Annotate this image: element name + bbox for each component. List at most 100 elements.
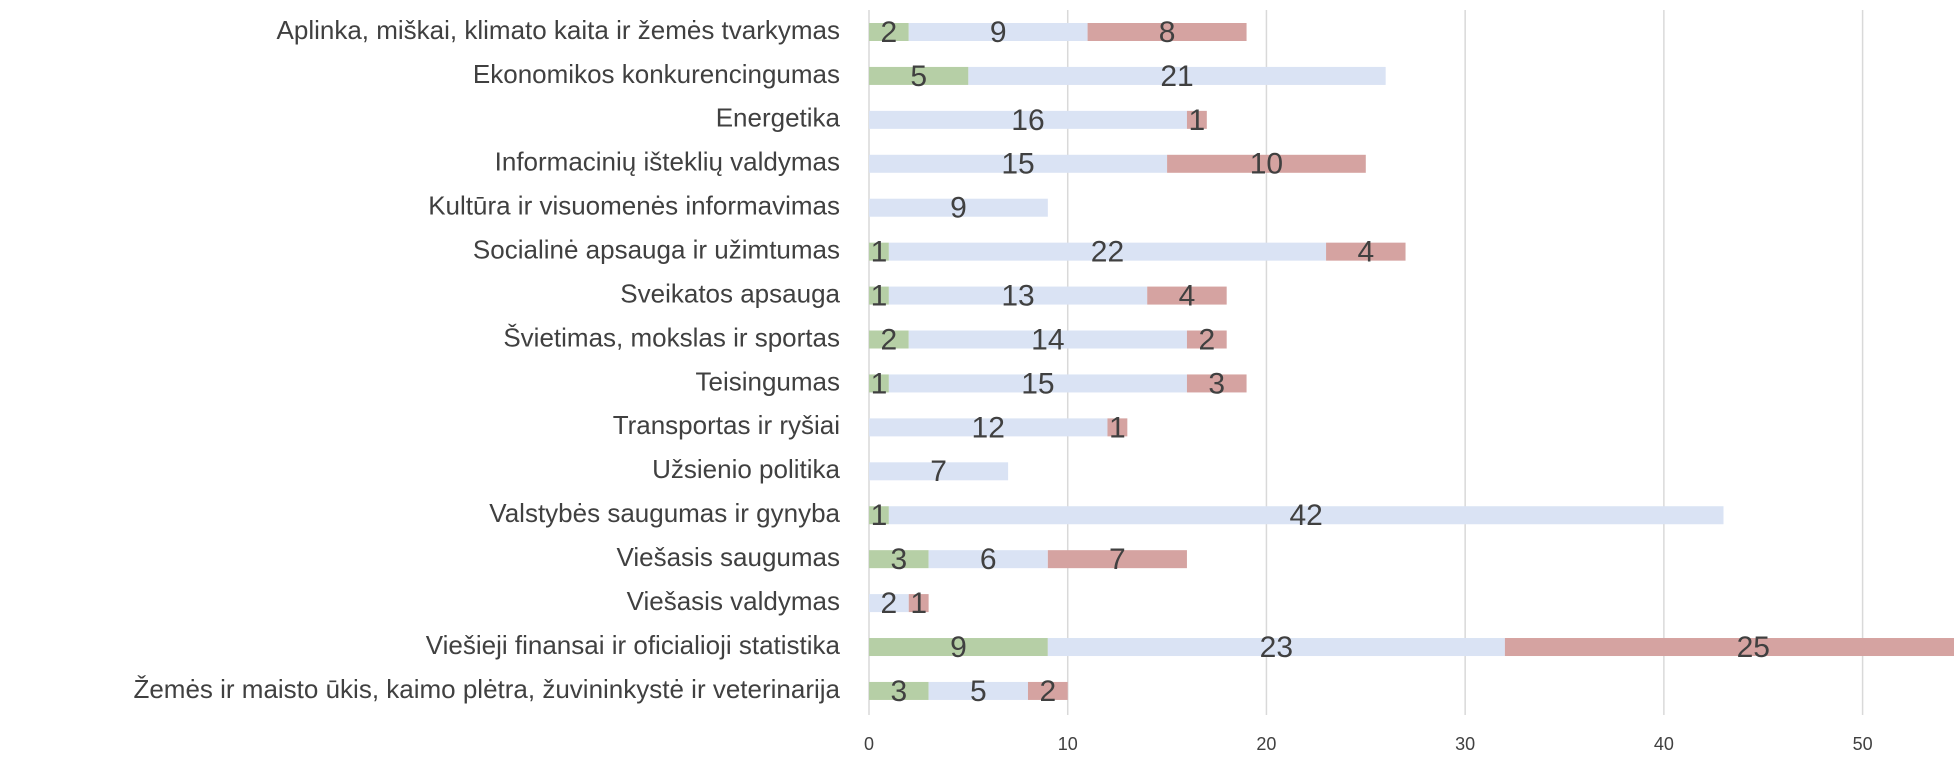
data-label: 1 xyxy=(871,236,888,269)
bar-segment xyxy=(928,681,1028,700)
data-label: 13 xyxy=(1001,280,1034,313)
data-label: 25 xyxy=(1737,631,1770,664)
bar-segment xyxy=(1147,286,1227,305)
data-label: 12 xyxy=(972,411,1005,444)
data-label: 22 xyxy=(1091,236,1124,269)
bar-segment xyxy=(1326,242,1406,261)
data-label: 5 xyxy=(910,60,927,93)
bar-segment xyxy=(869,418,1108,437)
data-label: 2 xyxy=(881,16,898,49)
data-label: 3 xyxy=(1208,367,1225,400)
category-label: Transportas ir ryšiai xyxy=(613,410,840,440)
category-label: Užsienio politika xyxy=(652,454,840,484)
bar-segment xyxy=(908,330,1187,349)
bar-segment xyxy=(869,594,909,613)
data-label: 15 xyxy=(1001,148,1034,181)
data-label: 2 xyxy=(1040,675,1057,708)
data-label: 6 xyxy=(980,543,997,576)
x-tick-label: 30 xyxy=(1455,734,1475,754)
data-label: 42 xyxy=(1289,499,1322,532)
plot-area xyxy=(869,23,1954,700)
bar-segment xyxy=(1186,110,1207,129)
bar-segment xyxy=(869,681,929,700)
bar-segment xyxy=(1186,374,1247,393)
category-label: Žemės ir maisto ūkis, kaimo plėtra, žuvi… xyxy=(133,674,840,704)
bar-segment xyxy=(869,110,1187,129)
x-tick-label: 40 xyxy=(1654,734,1674,754)
bar-segment xyxy=(869,242,889,261)
data-label: 1 xyxy=(871,499,888,532)
data-label: 23 xyxy=(1260,631,1293,664)
data-label: 2 xyxy=(1198,323,1215,356)
bar-segment xyxy=(1087,23,1247,41)
data-label: 3 xyxy=(890,675,907,708)
bar-segment xyxy=(1107,418,1128,437)
data-label: 9 xyxy=(950,192,967,225)
data-label: 4 xyxy=(1357,236,1374,269)
data-label: 2 xyxy=(881,587,898,620)
bar-segment xyxy=(869,66,969,85)
data-label: 7 xyxy=(1109,543,1126,576)
data-label: 9 xyxy=(990,16,1007,49)
category-label: Valstybės saugumas ir gynyba xyxy=(489,498,840,528)
data-label: 7 xyxy=(930,455,947,488)
bar-segment xyxy=(968,66,1386,85)
bar-segment xyxy=(869,23,909,41)
bar-segment xyxy=(869,330,909,349)
bar-segment xyxy=(908,23,1088,41)
category-label: Kultūra ir visuomenės informavimas xyxy=(428,191,840,221)
category-label: Informacinių išteklių valdymas xyxy=(495,147,840,177)
bar-segment xyxy=(869,638,1048,657)
category-label: Ekonomikos konkurencingumas xyxy=(473,59,840,89)
bar-segment xyxy=(1047,638,1505,657)
data-label: 1 xyxy=(1109,411,1126,444)
data-label: 2 xyxy=(881,323,898,356)
bar-segment xyxy=(928,550,1048,569)
bar-segment xyxy=(869,154,1168,173)
bar-segment xyxy=(869,286,889,305)
bar-segment xyxy=(1027,681,1068,700)
bar-segment xyxy=(869,462,1009,481)
bar-segment xyxy=(869,198,1048,217)
data-label: 5 xyxy=(970,675,987,708)
data-label: 1 xyxy=(1189,104,1206,137)
category-label: Viešasis valdymas xyxy=(627,586,840,616)
data-label: 1 xyxy=(871,367,888,400)
bar-segment xyxy=(888,242,1327,261)
category-label: Viešieji finansai ir oficialioji statist… xyxy=(426,630,841,660)
category-label: Viešasis saugumas xyxy=(616,542,840,572)
bar-segment xyxy=(1167,154,1366,173)
bar-segment xyxy=(869,374,889,393)
data-label: 15 xyxy=(1021,367,1054,400)
data-label: 10 xyxy=(1250,148,1283,181)
data-label: 9 xyxy=(950,631,967,664)
category-label: Aplinka, miškai, klimato kaita ir žemės … xyxy=(277,15,840,45)
x-tick-label: 50 xyxy=(1853,734,1873,754)
bar-segment xyxy=(888,506,1724,525)
bar-segment xyxy=(869,506,889,525)
category-label: Sveikatos apsauga xyxy=(620,278,840,308)
data-label: 21 xyxy=(1160,60,1193,93)
bar-segment xyxy=(1504,638,1954,657)
bar-segment xyxy=(1186,330,1227,349)
data-label: 1 xyxy=(910,587,927,620)
category-label: Energetika xyxy=(716,103,841,133)
bar-segment xyxy=(1047,550,1187,569)
data-label: 3 xyxy=(890,543,907,576)
data-label: 8 xyxy=(1159,16,1176,49)
data-label: 1 xyxy=(871,280,888,313)
data-label: 16 xyxy=(1011,104,1044,137)
data-label: 4 xyxy=(1179,280,1196,313)
bar-segment xyxy=(908,594,929,613)
data-label: 14 xyxy=(1031,323,1064,356)
category-label: Socialinė apsauga ir užimtumas xyxy=(473,235,840,265)
x-tick-label: 0 xyxy=(864,734,874,754)
bar-segment xyxy=(888,286,1148,305)
x-tick-label: 20 xyxy=(1256,734,1276,754)
category-label: Švietimas, mokslas ir sportas xyxy=(503,322,840,352)
category-label: Teisingumas xyxy=(695,366,840,396)
bar-segment xyxy=(888,374,1187,393)
bar-segment xyxy=(869,550,929,569)
x-tick-label: 10 xyxy=(1058,734,1078,754)
